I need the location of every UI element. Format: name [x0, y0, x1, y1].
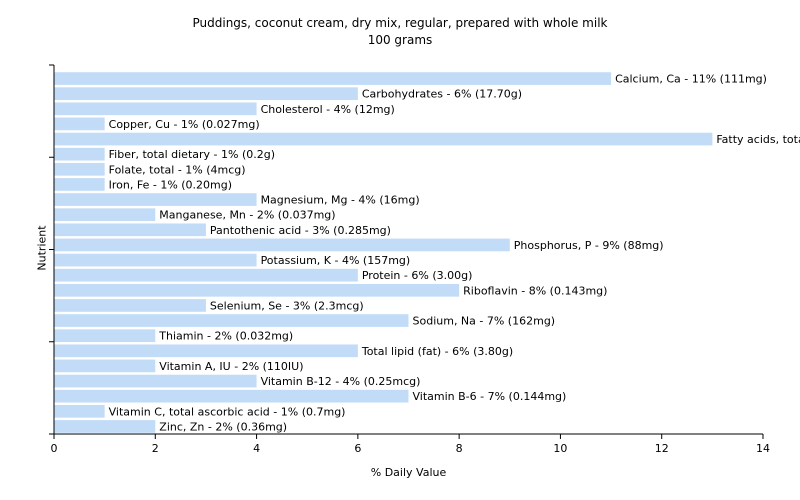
bar-label: Iron, Fe - 1% (0.20mg): [109, 178, 232, 191]
x-tick-label: 12: [655, 442, 669, 455]
chart-title: Puddings, coconut cream, dry mix, regula…: [192, 16, 608, 30]
bar: [54, 87, 358, 101]
bar-label: Vitamin B-12 - 4% (0.25mcg): [261, 375, 421, 388]
bar: [54, 344, 358, 358]
bar-label: Sodium, Na - 7% (162mg): [413, 315, 556, 328]
x-axis-label: % Daily Value: [370, 466, 447, 479]
bar-label: Magnesium, Mg - 4% (16mg): [261, 194, 420, 207]
bar: [54, 283, 460, 297]
bar: [54, 208, 156, 222]
bar: [54, 147, 105, 161]
bar: [54, 193, 257, 206]
bar-label: Vitamin C, total ascorbic acid - 1% (0.7…: [109, 405, 346, 418]
x-tick-label: 6: [354, 442, 361, 455]
x-tick-label: 10: [553, 442, 567, 455]
bar-label: Copper, Cu - 1% (0.027mg): [109, 118, 260, 131]
y-axis-label: Nutrient: [35, 225, 49, 271]
bar: [54, 253, 257, 267]
bar: [54, 178, 105, 191]
bar: [54, 374, 257, 388]
bar-label: Carbohydrates - 6% (17.70g): [362, 88, 522, 101]
x-tick-label: 2: [152, 442, 159, 455]
bar: [54, 162, 105, 176]
bar-label: Thiamin - 2% (0.032mg): [158, 330, 293, 343]
bar-label: Folate, total - 1% (4mcg): [109, 163, 246, 176]
bar: [54, 132, 713, 146]
bar: [54, 223, 206, 237]
bar: [54, 404, 105, 418]
bar: [54, 299, 206, 312]
bar-label: Pantothenic acid - 3% (0.285mg): [210, 224, 391, 237]
bar-label: Protein - 6% (3.00g): [362, 269, 473, 282]
bar: [54, 359, 156, 373]
bar-label: Zinc, Zn - 2% (0.36mg): [159, 420, 287, 433]
bar-label: Potassium, K - 4% (157mg): [261, 254, 411, 267]
x-tick-label: 8: [456, 442, 463, 455]
bar: [54, 329, 156, 343]
bar-label: Vitamin A, IU - 2% (110IU): [159, 360, 303, 373]
bar-label: Fiber, total dietary - 1% (0.2g): [109, 148, 275, 161]
bar-label: Selenium, Se - 3% (2.3mcg): [210, 299, 364, 312]
chart-subtitle: 100 grams: [367, 33, 433, 47]
x-tick-label: 14: [756, 442, 770, 455]
bar: [54, 420, 156, 433]
bar-label: Riboflavin - 8% (0.143mg): [463, 284, 607, 297]
bar-label: Vitamin B-6 - 7% (0.144mg): [413, 390, 567, 403]
bar: [54, 238, 510, 252]
bar-label: Total lipid (fat) - 6% (3.80g): [361, 345, 513, 358]
bar-label: Calcium, Ca - 11% (111mg): [615, 73, 767, 86]
x-tick-label: 4: [253, 442, 260, 455]
bar: [54, 117, 105, 131]
x-tick-label: 0: [51, 442, 58, 455]
bar-label: Manganese, Mn - 2% (0.037mg): [159, 209, 335, 222]
bar-label: Fatty acids, total saturated - 13% (2.57…: [716, 133, 800, 146]
bar: [54, 72, 612, 85]
bar-label: Phosphorus, P - 9% (88mg): [514, 239, 664, 252]
bar: [54, 389, 409, 403]
bar: [54, 268, 358, 282]
bar: [54, 314, 409, 327]
bar-label: Cholesterol - 4% (12mg): [261, 103, 395, 116]
bar: [54, 102, 257, 116]
